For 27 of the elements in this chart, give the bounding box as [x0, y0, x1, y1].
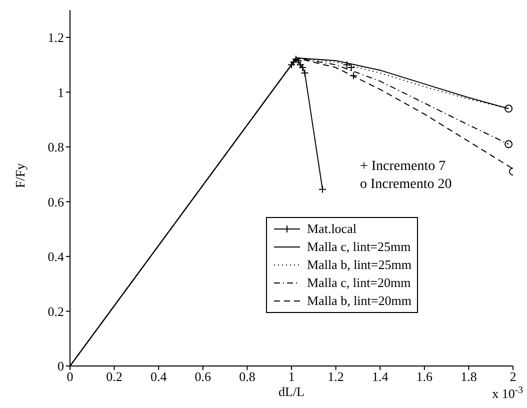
legend-label: Malla b, lint=20mm	[307, 293, 412, 309]
y-tick-label: 0.4	[48, 249, 64, 264]
x-tick-label: 0.8	[239, 369, 256, 384]
y-tick-label: 0	[58, 358, 64, 374]
y-tick-label: 1.2	[48, 30, 64, 45]
y-axis-title: F/Fy	[12, 162, 28, 188]
y-tick-label: 0.8	[48, 140, 64, 155]
annotation: + Incremento 7	[360, 159, 446, 174]
text: x 10$^{-3}$	[492, 384, 524, 401]
legend-label: Malla c, lint=25mm	[307, 239, 411, 255]
y-tick-label: 1	[58, 84, 64, 100]
y-tick-label: 0.6	[48, 194, 64, 210]
x-tick-label: 1.8	[460, 369, 477, 384]
legend-label: Malla c, lint=20mm	[307, 275, 411, 291]
x-tick-label: 1.2	[328, 369, 344, 384]
x-tick-label: 1.4	[372, 369, 389, 384]
x-tick-label: 1	[288, 369, 295, 384]
legend-label: Mat.local	[307, 221, 356, 237]
x-tick-label: 0.2	[106, 369, 122, 384]
x-tick-label: 1.6	[416, 369, 434, 384]
legend-label: Malla b, lint=25mm	[307, 257, 412, 273]
y-tick-label: 0.2	[48, 304, 64, 319]
annotation: o Incremento 20	[360, 177, 452, 192]
x-tick-label: 0.6	[194, 369, 212, 384]
x-tick-label: 0.4	[150, 369, 168, 384]
x-axis-title: dL/L	[278, 384, 305, 399]
x-tick-label: 2	[510, 369, 516, 384]
